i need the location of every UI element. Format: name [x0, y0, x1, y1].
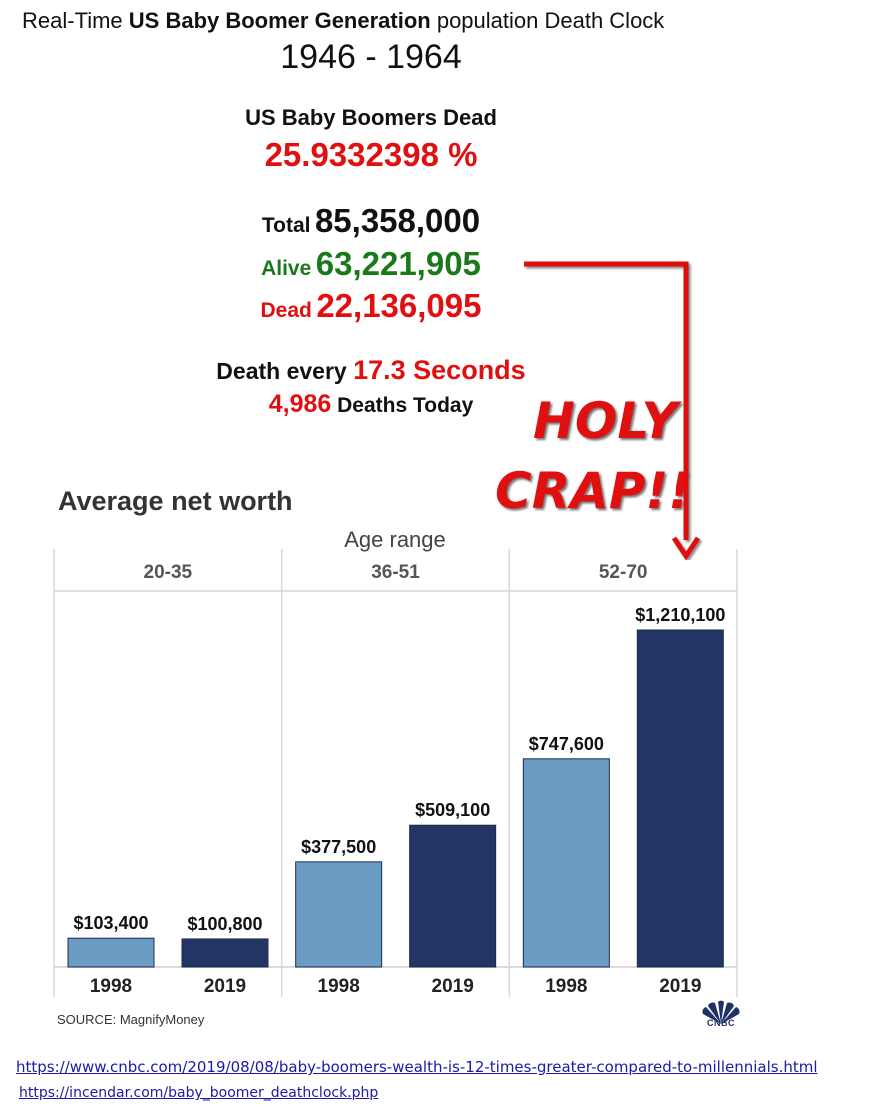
chart-source: SOURCE: MagnifyMoney [57, 1012, 205, 1027]
bar-52-70-2019 [636, 629, 724, 968]
dead-count-label: Dead [260, 299, 312, 322]
x-tick-label: 1998 [318, 976, 360, 997]
arrow-head [671, 536, 701, 561]
cnbc-logo-text: CNBC [707, 1018, 735, 1028]
bar-value-label: $100,800 [187, 914, 262, 934]
arrow-line [524, 261, 689, 540]
deaths-today-value: 4,986 [268, 390, 332, 418]
chart-bars: $103,400 1998 $100,800 2019 $377,500 1998 $509… [67, 605, 725, 997]
deaths-today-label: Deaths Today [337, 394, 474, 417]
bar-20-35-2019 [181, 938, 269, 968]
total-stat: Total 85,358,000 [262, 202, 480, 240]
alive-label: Alive [261, 257, 312, 280]
group-label-20-35: 20-35 [144, 562, 193, 583]
bar-20-35-1998 [67, 937, 155, 968]
chart-frame: 20-35 36-51 52-70 [53, 549, 738, 997]
death-rate-value: 17.3 Seconds [353, 355, 526, 385]
deaths-today-line: 4,986 Deaths Today [269, 390, 474, 419]
alive-stat: Alive 63,221,905 [261, 245, 481, 283]
annotation-holy: HOLY [533, 392, 678, 450]
death-rate-line: Death every 17.3 Seconds [216, 355, 525, 386]
dead-percent-value: 25.9332398 % [264, 136, 478, 173]
bar-value-label: $509,100 [415, 800, 490, 820]
bar-52-70-1998 [522, 758, 610, 968]
annotation-arrow [524, 261, 701, 561]
x-tick-label: 2019 [659, 976, 701, 997]
dead-percent-label: US Baby Boomers Dead [245, 105, 497, 130]
clock-years: 1946 - 1964 [280, 38, 462, 76]
bar-value-label: $1,210,100 [635, 605, 725, 625]
annotation-crap: CRAP!! [495, 462, 692, 520]
cnbc-article-link[interactable]: https://www.cnbc.com/2019/08/08/baby-boo… [16, 1058, 818, 1076]
x-tick-label: 1998 [90, 976, 132, 997]
dead-stat: Dead 22,136,095 [261, 287, 482, 325]
bar-value-label: $103,400 [73, 913, 148, 933]
cnbc-peacock-icon [702, 1000, 740, 1024]
bar-36-51-2019 [409, 824, 497, 968]
bar-36-51-1998 [295, 861, 383, 968]
alive-value: 63,221,905 [315, 245, 481, 282]
bar-value-label: $747,600 [529, 734, 604, 754]
total-value: 85,358,000 [314, 202, 481, 239]
x-tick-label: 1998 [545, 976, 587, 997]
bar-value-label: $377,500 [301, 837, 376, 857]
group-label-52-70: 52-70 [599, 562, 648, 583]
chart-title: Average net worth [58, 486, 293, 516]
death-clock-link[interactable]: https://incendar.com/baby_boomer_deathcl… [19, 1085, 379, 1101]
group-label-36-51: 36-51 [371, 562, 420, 583]
x-tick-label: 2019 [432, 976, 474, 997]
age-range-label: Age range [344, 527, 446, 552]
x-tick-label: 2019 [204, 976, 246, 997]
clock-title: Real-Time US Baby Boomer Generation popu… [22, 8, 665, 33]
death-rate-label: Death every [216, 358, 347, 384]
total-label: Total [261, 214, 311, 237]
dead-count-value: 22,136,095 [316, 287, 482, 324]
